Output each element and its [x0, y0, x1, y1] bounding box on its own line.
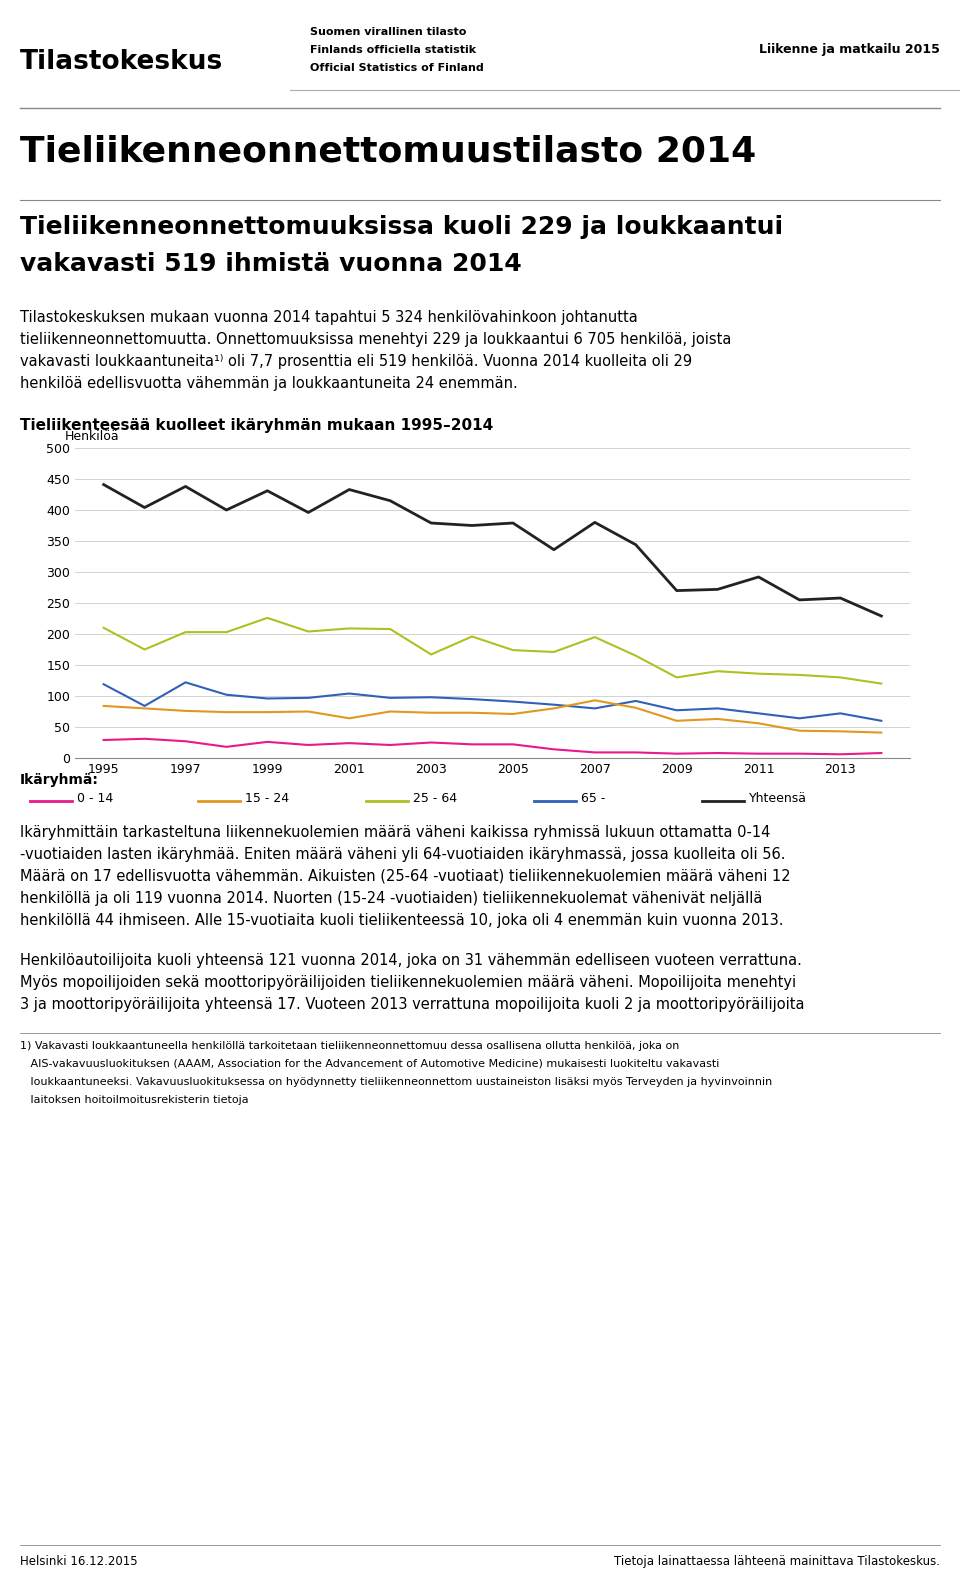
Text: tieliikenneonnettomuutta. Onnettomuuksissa menehtyi 229 ja loukkaantui 6 705 hen: tieliikenneonnettomuutta. Onnettomuuksis… [20, 333, 732, 347]
Text: Ikäryhmä:: Ikäryhmä: [20, 774, 99, 786]
Text: Myös mopoilijoiden sekä moottoripyöräilijoiden tieliikennekuolemien määrä väheni: Myös mopoilijoiden sekä moottoripyöräili… [20, 974, 796, 990]
Text: Finlands officiella statistik: Finlands officiella statistik [310, 45, 476, 56]
Text: Tilastokeskuksen mukaan vuonna 2014 tapahtui 5 324 henkilövahinkoon johtanutta: Tilastokeskuksen mukaan vuonna 2014 tapa… [20, 310, 637, 325]
Text: Tieliikenneonnettomuustilasto 2014: Tieliikenneonnettomuustilasto 2014 [20, 135, 756, 169]
Text: vakavasti 519 ihmistä vuonna 2014: vakavasti 519 ihmistä vuonna 2014 [20, 252, 521, 275]
Text: Suomen virallinen tilasto: Suomen virallinen tilasto [310, 27, 467, 37]
Text: laitoksen hoitoilmoitusrekisterin tietoja: laitoksen hoitoilmoitusrekisterin tietoj… [20, 1095, 249, 1105]
Text: AIS-vakavuusluokituksen (AAAM, Association for the Advancement of Automotive Med: AIS-vakavuusluokituksen (AAAM, Associati… [20, 1059, 719, 1068]
Text: Ikäryhmittäin tarkasteltuna liikennekuolemien määrä väheni kaikissa ryhmissä luk: Ikäryhmittäin tarkasteltuna liikennekuol… [20, 825, 770, 841]
Text: 3 ja moottoripyöräilijoita yhteensä 17. Vuoteen 2013 verrattuna mopoilijoita kuo: 3 ja moottoripyöräilijoita yhteensä 17. … [20, 997, 804, 1013]
Text: Tieliikenteesää kuolleet ikäryhmän mukaan 1995–2014: Tieliikenteesää kuolleet ikäryhmän mukaa… [20, 419, 493, 433]
Text: Official Statistics of Finland: Official Statistics of Finland [310, 64, 484, 73]
Text: Henkilöautoilijoita kuoli yhteensä 121 vuonna 2014, joka on 31 vähemmän edellise: Henkilöautoilijoita kuoli yhteensä 121 v… [20, 954, 802, 968]
Text: Henkilöä: Henkilöä [65, 430, 120, 443]
Text: 65 -: 65 - [581, 793, 606, 806]
Text: henkilöllä 44 ihmiseen. Alle 15-vuotiaita kuoli tieliikenteessä 10, joka oli 4 e: henkilöllä 44 ihmiseen. Alle 15-vuotiait… [20, 912, 783, 928]
Text: Tilastokeskus: Tilastokeskus [20, 49, 224, 75]
Text: Liikenne ja matkailu 2015: Liikenne ja matkailu 2015 [759, 43, 940, 56]
Text: Määrä on 17 edellisvuotta vähemmän. Aikuisten (25-64 -vuotiaat) tieliikennekuole: Määrä on 17 edellisvuotta vähemmän. Aiku… [20, 869, 791, 884]
Text: vakavasti loukkaantuneita¹⁾ oli 7,7 prosenttia eli 519 henkilöä. Vuonna 2014 kuo: vakavasti loukkaantuneita¹⁾ oli 7,7 pros… [20, 353, 692, 369]
Text: 0 - 14: 0 - 14 [77, 793, 113, 806]
Text: 1) Vakavasti loukkaantuneella henkilöllä tarkoitetaan tieliikenneonnettomuu dess: 1) Vakavasti loukkaantuneella henkilöllä… [20, 1041, 680, 1051]
Text: 25 - 64: 25 - 64 [413, 793, 457, 806]
Text: loukkaantuneeksi. Vakavuusluokituksessa on hyödynnetty tieliikenneonnettom uusta: loukkaantuneeksi. Vakavuusluokituksessa … [20, 1078, 772, 1087]
Text: Tieliikenneonnettomuuksissa kuoli 229 ja loukkaantui: Tieliikenneonnettomuuksissa kuoli 229 ja… [20, 215, 783, 239]
Text: -vuotiaiden lasten ikäryhmää. Eniten määrä väheni yli 64-vuotiaiden ikäryhmassä,: -vuotiaiden lasten ikäryhmää. Eniten mää… [20, 847, 785, 861]
Text: Tietoja lainattaessa lähteenä mainittava Tilastokeskus.: Tietoja lainattaessa lähteenä mainittava… [614, 1555, 940, 1568]
Text: henkilöllä ja oli 119 vuonna 2014. Nuorten (15-24 -vuotiaiden) tieliikennekuolem: henkilöllä ja oli 119 vuonna 2014. Nuort… [20, 892, 762, 906]
Text: Helsinki 16.12.2015: Helsinki 16.12.2015 [20, 1555, 137, 1568]
Text: henkilöä edellisvuotta vähemmän ja loukkaantuneita 24 enemmän.: henkilöä edellisvuotta vähemmän ja loukk… [20, 376, 517, 392]
Text: 15 - 24: 15 - 24 [245, 793, 289, 806]
Text: Yhteensä: Yhteensä [749, 793, 807, 806]
